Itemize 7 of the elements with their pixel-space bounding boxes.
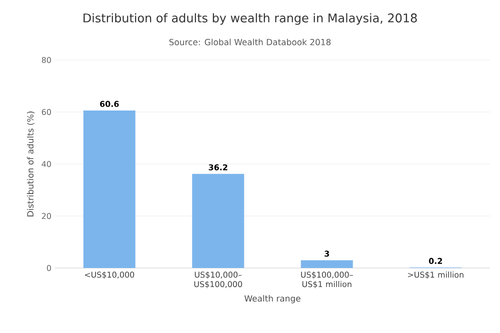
bar <box>192 174 244 268</box>
x-axis-title: Wealth range <box>244 295 300 304</box>
chart-subtitle: Source: Global Wealth Databook 2018 <box>169 38 331 46</box>
bar <box>83 110 136 268</box>
bar <box>300 260 353 268</box>
chart-title: Distribution of adults by wealth range in Malaysia, 2018 <box>84 13 417 25</box>
y-axis-title: Distribution of adults (%) <box>26 112 34 216</box>
